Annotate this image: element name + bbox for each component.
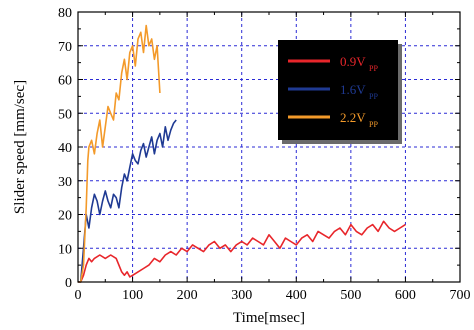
legend-label: 1.6V bbox=[340, 82, 366, 97]
legend: 0.9V PP1.6V PP2.2V PP bbox=[278, 40, 402, 144]
series-line-2 bbox=[78, 24, 161, 283]
legend-label-subscript: PP bbox=[369, 92, 378, 101]
y-tick-label: 50 bbox=[58, 107, 72, 122]
y-tick-label: 20 bbox=[58, 209, 72, 224]
y-tick-label: 60 bbox=[58, 74, 72, 89]
series-line-1 bbox=[78, 119, 177, 283]
series-layer bbox=[78, 24, 406, 283]
x-tick-label: 400 bbox=[286, 288, 307, 303]
legend-label-subscript: PP bbox=[369, 64, 378, 73]
y-tick-label: 10 bbox=[58, 242, 72, 257]
legend-label: 2.2V bbox=[340, 110, 366, 125]
y-tick-label: 40 bbox=[58, 141, 72, 156]
series-line-0 bbox=[78, 220, 406, 283]
x-tick-label: 600 bbox=[395, 288, 416, 303]
ticks bbox=[77, 11, 461, 283]
y-tick-label: 80 bbox=[58, 6, 72, 21]
x-tick-label: 500 bbox=[340, 288, 361, 303]
y-tick-label: 30 bbox=[58, 175, 72, 190]
x-tick-label: 700 bbox=[450, 288, 471, 303]
x-tick-label: 0 bbox=[75, 288, 82, 303]
legend-label-subscript: PP bbox=[369, 120, 378, 129]
x-tick-label: 200 bbox=[177, 288, 198, 303]
legend-label: 0.9V bbox=[340, 54, 366, 69]
tick-labels: 0 100 200 300 400 500 600 700 0 10 20 30 40 50 60 70 80 bbox=[58, 6, 471, 303]
y-tick-label: 0 bbox=[65, 276, 72, 291]
x-tick-label: 100 bbox=[122, 288, 143, 303]
grid bbox=[78, 12, 460, 282]
x-axis-title: Time[msec] bbox=[233, 310, 305, 326]
y-axis-title: Slider speed [mm/sec] bbox=[12, 80, 28, 214]
x-tick-label: 300 bbox=[231, 288, 252, 303]
y-tick-label: 70 bbox=[58, 40, 72, 55]
